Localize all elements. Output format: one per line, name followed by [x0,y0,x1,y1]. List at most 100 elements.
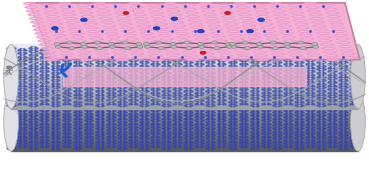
Polygon shape [42,51,55,53]
Polygon shape [296,27,309,29]
Circle shape [153,27,160,30]
Bar [11,132,358,134]
Polygon shape [310,17,323,19]
Polygon shape [238,14,251,16]
Polygon shape [220,55,232,57]
Bar [11,89,358,91]
Polygon shape [138,25,150,27]
Bar [11,76,358,78]
Polygon shape [113,51,125,53]
Polygon shape [133,14,146,16]
Polygon shape [176,32,189,34]
Polygon shape [264,34,277,36]
Polygon shape [130,49,142,51]
Bar [11,94,358,96]
Polygon shape [151,15,164,18]
Polygon shape [41,47,54,49]
Ellipse shape [4,93,18,151]
Polygon shape [23,2,36,5]
Ellipse shape [351,93,365,151]
Polygon shape [75,44,87,46]
Polygon shape [89,34,101,36]
Polygon shape [299,34,312,36]
Circle shape [257,45,263,48]
Bar [11,46,358,48]
Polygon shape [58,45,70,47]
Polygon shape [83,19,96,21]
Polygon shape [337,42,350,44]
Circle shape [80,43,86,46]
Polygon shape [168,57,180,59]
Polygon shape [269,2,282,5]
Polygon shape [183,51,196,53]
Polygon shape [62,57,75,59]
Bar [11,133,358,135]
Polygon shape [32,25,45,27]
Polygon shape [290,12,303,14]
Polygon shape [76,47,89,49]
Polygon shape [105,32,118,34]
Polygon shape [49,23,62,25]
Polygon shape [99,17,112,19]
Polygon shape [243,25,256,27]
Bar [11,112,358,115]
Polygon shape [324,8,337,10]
Polygon shape [336,38,349,40]
Bar [11,130,358,132]
Polygon shape [218,51,231,53]
Circle shape [184,41,190,44]
Polygon shape [291,59,304,60]
Polygon shape [275,17,288,19]
Polygon shape [135,17,148,19]
Bar [11,98,358,101]
Polygon shape [290,55,303,57]
Polygon shape [229,34,242,36]
Polygon shape [81,15,94,18]
Polygon shape [235,49,248,51]
Bar [11,107,358,109]
Circle shape [108,43,114,46]
Bar [11,143,358,145]
Circle shape [54,43,60,46]
Polygon shape [127,42,139,44]
Polygon shape [30,3,360,60]
Polygon shape [316,32,329,34]
Polygon shape [46,15,59,18]
Polygon shape [165,6,178,8]
Polygon shape [94,49,107,51]
Polygon shape [273,57,286,59]
Polygon shape [282,36,295,38]
Bar [11,79,358,81]
Polygon shape [118,19,131,21]
Polygon shape [279,29,292,31]
Bar [11,136,358,138]
Polygon shape [90,38,103,40]
Bar [11,87,358,89]
Polygon shape [52,30,65,33]
Polygon shape [29,17,42,19]
Polygon shape [273,14,286,16]
Polygon shape [267,42,280,44]
Bar [11,104,358,106]
Polygon shape [186,59,199,60]
Circle shape [197,29,204,33]
Polygon shape [63,14,76,16]
Polygon shape [257,15,270,18]
Polygon shape [301,38,314,40]
Polygon shape [39,44,52,46]
Polygon shape [230,38,243,40]
Bar [11,98,358,100]
Polygon shape [151,59,163,60]
Polygon shape [102,25,115,27]
Bar [11,135,358,137]
Polygon shape [295,23,308,25]
Polygon shape [56,42,69,44]
Ellipse shape [351,44,365,109]
Bar [11,115,358,118]
Bar [11,101,358,103]
Polygon shape [79,55,92,57]
Polygon shape [163,45,176,47]
Circle shape [199,45,204,48]
Polygon shape [304,2,317,5]
Polygon shape [70,32,83,34]
